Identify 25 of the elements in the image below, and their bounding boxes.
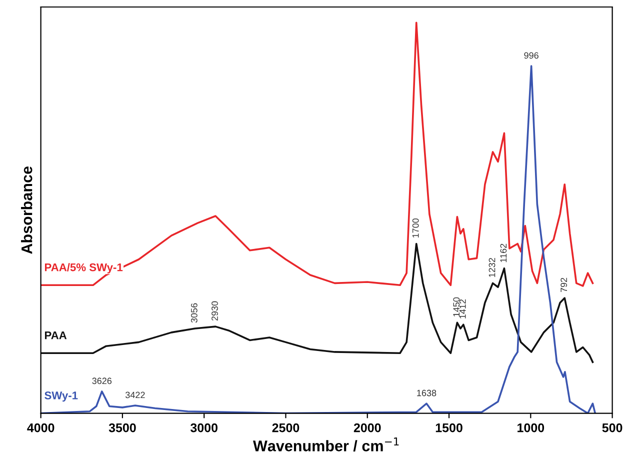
annotation: 1450 [453,297,460,316]
annotation: 996 [524,52,538,59]
annotation: 3056 [190,303,198,323]
annotation: 1638 [417,390,436,396]
x-tick-label: 2000 [354,423,381,432]
x-tick-label: 500 [602,423,622,432]
x-tick-label: 3500 [108,423,136,432]
annotation: 1162 [500,244,507,262]
annotation: 1700 [412,218,419,238]
x-tick-label: 2500 [272,423,300,432]
annotation: 2930 [212,301,218,321]
series-label: SWy-1 [44,392,78,402]
x-tick-label: 3000 [190,423,218,432]
annotation: 1412 [459,299,466,318]
x-tick-label: 1500 [436,423,462,432]
x-axis-title: Wavenumber / cm$^{−1}$ [253,438,399,452]
annotation: 1232 [488,258,496,277]
x-tick-label: 1000 [518,423,544,432]
annotation: 3626 [92,378,112,384]
x-tick-label: 4000 [27,423,54,432]
series-label: PAA/5% SWy-1 [44,263,123,274]
series-label: PAA [44,331,67,340]
annotation: 792 [560,278,568,292]
y-axis-title: Absorbance [21,166,32,254]
annotation: 3422 [126,392,145,398]
